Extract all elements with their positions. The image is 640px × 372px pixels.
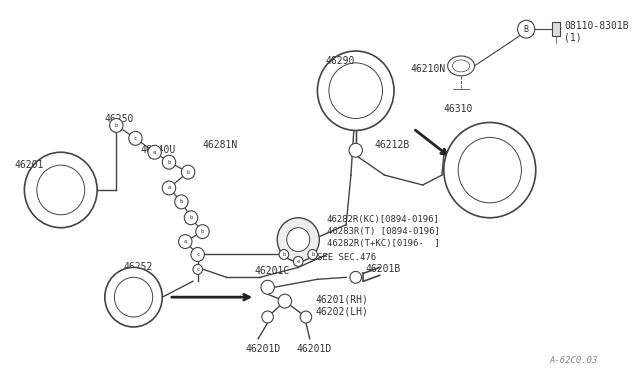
Text: 46201: 46201	[15, 160, 44, 170]
Circle shape	[163, 155, 176, 169]
Text: 46240U: 46240U	[140, 145, 175, 155]
Circle shape	[279, 250, 289, 259]
Text: 46252: 46252	[124, 262, 154, 272]
Text: A-62C0.03: A-62C0.03	[549, 356, 598, 365]
Text: b: b	[186, 170, 189, 174]
Circle shape	[308, 250, 317, 259]
Circle shape	[179, 235, 192, 248]
Text: 46202: 46202	[124, 274, 154, 284]
Text: b: b	[115, 123, 118, 128]
Text: b: b	[201, 229, 204, 234]
Circle shape	[287, 228, 310, 251]
Circle shape	[175, 195, 188, 209]
Text: e: e	[296, 259, 300, 264]
Text: 46212B: 46212B	[375, 140, 410, 150]
Text: b: b	[180, 199, 183, 204]
Text: b: b	[167, 160, 171, 165]
Text: SEE SEC.476: SEE SEC.476	[317, 253, 376, 262]
Circle shape	[294, 256, 303, 266]
Ellipse shape	[447, 56, 474, 76]
Circle shape	[277, 218, 319, 262]
Text: a: a	[167, 186, 171, 190]
Text: 08110-8301B: 08110-8301B	[564, 21, 629, 31]
Circle shape	[163, 181, 176, 195]
Text: 46290: 46290	[325, 56, 355, 66]
Text: c: c	[134, 136, 137, 141]
Text: 46210N: 46210N	[410, 64, 445, 74]
Text: 46282R(T+KC)[0196-  ]: 46282R(T+KC)[0196- ]	[327, 239, 440, 248]
Circle shape	[191, 247, 204, 262]
Text: 46202(LH): 46202(LH)	[316, 306, 369, 316]
Circle shape	[300, 311, 312, 323]
Circle shape	[148, 145, 161, 159]
Text: b: b	[189, 215, 193, 220]
Circle shape	[196, 225, 209, 238]
Text: b: b	[311, 252, 314, 257]
Circle shape	[349, 143, 362, 157]
Text: 46201D: 46201D	[296, 344, 332, 354]
Circle shape	[262, 311, 273, 323]
Circle shape	[261, 280, 275, 294]
Circle shape	[193, 264, 202, 274]
Text: c: c	[196, 252, 199, 257]
Circle shape	[317, 51, 394, 131]
Text: 46282R(KC)[0894-0196]: 46282R(KC)[0894-0196]	[327, 215, 440, 224]
Text: 46201C: 46201C	[254, 266, 289, 276]
Text: 46283R(T) [0894-0196]: 46283R(T) [0894-0196]	[327, 227, 440, 236]
FancyBboxPatch shape	[552, 22, 560, 36]
Circle shape	[181, 165, 195, 179]
Circle shape	[278, 294, 292, 308]
Circle shape	[518, 20, 535, 38]
Circle shape	[109, 119, 123, 132]
Circle shape	[444, 122, 536, 218]
Text: 46281N: 46281N	[202, 140, 237, 150]
Text: 46310: 46310	[444, 103, 473, 113]
Text: B: B	[524, 25, 529, 34]
Text: 46201(RH): 46201(RH)	[316, 294, 369, 304]
Circle shape	[24, 152, 97, 228]
Text: 46250: 46250	[105, 113, 134, 124]
Text: a: a	[153, 150, 156, 155]
Text: c: c	[196, 267, 199, 272]
Text: a: a	[184, 239, 187, 244]
Text: 46201D: 46201D	[246, 344, 281, 354]
Text: b: b	[282, 252, 285, 257]
Circle shape	[129, 131, 142, 145]
Circle shape	[350, 271, 362, 283]
Circle shape	[184, 211, 198, 225]
Text: (1): (1)	[564, 32, 582, 42]
Text: 46201B: 46201B	[365, 264, 401, 275]
Circle shape	[105, 267, 163, 327]
